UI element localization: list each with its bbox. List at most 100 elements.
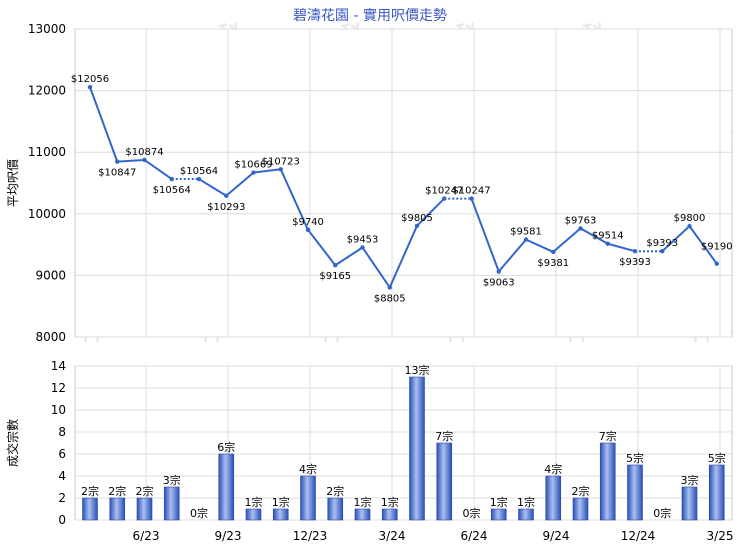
transactions-bar (82, 497, 98, 521)
transactions-bar-label: 7宗 (435, 429, 453, 443)
price-line-segment (198, 178, 227, 197)
price-point (442, 196, 447, 201)
transactions-bar-panel: 0 2 4 6 8 10 12 14 成交宗數 2宗 2宗 2宗 3宗 0宗 6宗 1宗 1宗 4宗 2宗 1宗 1… (5, 359, 733, 543)
price-y-tick-label: 11000 (28, 145, 66, 159)
transactions-bar-label: 1宗 (245, 495, 263, 509)
price-line-panel: 8000 9000 10000 11000 12000 13000 平均呎價 $12056… (6, 22, 733, 344)
transactions-bar-label: 1宗 (272, 495, 290, 509)
price-point-label: $9165 (319, 271, 351, 282)
transactions-bar-label: 2宗 (136, 484, 154, 498)
price-line-segment (661, 225, 691, 252)
transactions-bar-labels: 2宗 2宗 2宗 3宗 0宗 6宗 1宗 1宗 4宗 2宗 1宗 1宗 13宗 7宗 0宗 1宗 1宗 4宗 2宗 7… (81, 363, 726, 520)
price-line-segment (388, 225, 418, 288)
transactions-bar (218, 453, 235, 521)
price-y-tick-label: 8000 (35, 330, 66, 344)
price-point-label: $9581 (510, 227, 542, 238)
transactions-bar (545, 475, 562, 521)
price-point-label: $9805 (401, 213, 433, 224)
price-point-label: $9063 (483, 278, 515, 289)
price-line-segment (497, 238, 527, 273)
transactions-bar (518, 508, 534, 521)
price-point (142, 157, 147, 163)
transactions-y-axis-ticks: 0 2 4 6 8 10 12 14 (51, 359, 66, 527)
price-point (224, 193, 229, 198)
transactions-y-tick-label: 6 (58, 447, 66, 461)
price-point-label: $10874 (125, 147, 163, 158)
transactions-bar-label: 5宗 (708, 451, 726, 465)
transactions-bar-label: 7宗 (599, 429, 617, 443)
transactions-bar-label: 0宗 (653, 506, 671, 520)
price-point (333, 263, 338, 268)
transactions-x-tick-label: 12/24 (621, 529, 656, 543)
transactions-bar (163, 486, 180, 521)
price-point (305, 227, 311, 233)
price-y-tick-label: 13000 (28, 22, 66, 36)
price-point (551, 249, 556, 255)
price-point-label: $10564 (180, 166, 218, 177)
price-point-label: $10669 (234, 160, 272, 171)
price-point-label: $9453 (347, 234, 379, 245)
price-y-axis-label: 平均呎價 (6, 159, 20, 207)
transactions-bar (381, 508, 398, 521)
price-point (115, 159, 120, 164)
price-point (714, 261, 719, 266)
price-point (632, 248, 638, 254)
transactions-plot-area (74, 365, 733, 521)
transactions-x-tick-label: 3/24 (379, 529, 406, 543)
transactions-bars (82, 376, 725, 521)
transactions-bar-label: 2宗 (572, 484, 590, 498)
price-point-label: $10564 (153, 185, 191, 196)
transactions-x-tick-label: 6/23 (133, 529, 160, 543)
price-point-label: $9763 (565, 215, 597, 226)
transactions-bar (681, 486, 698, 521)
transactions-y-tick-label: 0 (58, 513, 66, 527)
price-line-segment (279, 168, 309, 231)
transactions-bar (627, 464, 643, 521)
price-line-segment (89, 86, 119, 162)
price-point-label: $9800 (674, 213, 706, 224)
transactions-x-tick-label: 9/24 (543, 529, 570, 543)
price-point (496, 269, 501, 274)
price-y-tick-label: 9000 (35, 268, 66, 282)
price-line-segment (525, 238, 554, 253)
price-point (278, 167, 283, 172)
transactions-bar (300, 475, 316, 521)
price-point-label: $9190 (701, 242, 733, 253)
transactions-bar-label: 5宗 (626, 451, 644, 465)
transactions-x-tick-label: 12/23 (293, 529, 328, 543)
price-point (387, 285, 392, 290)
price-point-label: $10247 (425, 186, 463, 197)
price-line-series (87, 84, 719, 290)
transactions-bar (327, 497, 344, 521)
price-y-axis-ticks: 8000 9000 10000 11000 12000 13000 (28, 22, 66, 344)
transactions-bar-label: 1宗 (354, 495, 372, 509)
price-line-segment (688, 225, 718, 265)
price-line-segment (117, 158, 145, 163)
transactions-bar (599, 442, 616, 521)
price-point (469, 196, 474, 201)
price-point-label: $9393 (619, 257, 651, 268)
price-point (605, 241, 610, 246)
transactions-bar (354, 508, 371, 521)
transactions-bar-label: 0宗 (463, 506, 481, 520)
transactions-y-tick-label: 2 (58, 491, 66, 505)
price-line-segment (334, 246, 364, 267)
transactions-bar-label: 3宗 (681, 473, 699, 487)
price-point (523, 237, 529, 242)
price-point-label: $12056 (71, 74, 109, 85)
transactions-y-tick-label: 10 (51, 403, 66, 417)
transactions-bar (272, 508, 289, 521)
price-point-label: $9381 (537, 258, 569, 269)
transactions-bar-label: 2宗 (108, 484, 126, 498)
transactions-bar-label: 2宗 (326, 484, 344, 498)
price-line-segment (253, 168, 281, 174)
price-line-segment (552, 227, 582, 253)
transactions-x-tick-label: 9/23 (215, 529, 242, 543)
transactions-y-tick-label: 14 (51, 359, 66, 373)
transactions-bar (708, 464, 725, 521)
price-point-label: $8805 (374, 293, 406, 304)
price-point (660, 248, 665, 254)
price-point (196, 176, 202, 182)
price-y-tick-label: 10000 (28, 207, 66, 221)
